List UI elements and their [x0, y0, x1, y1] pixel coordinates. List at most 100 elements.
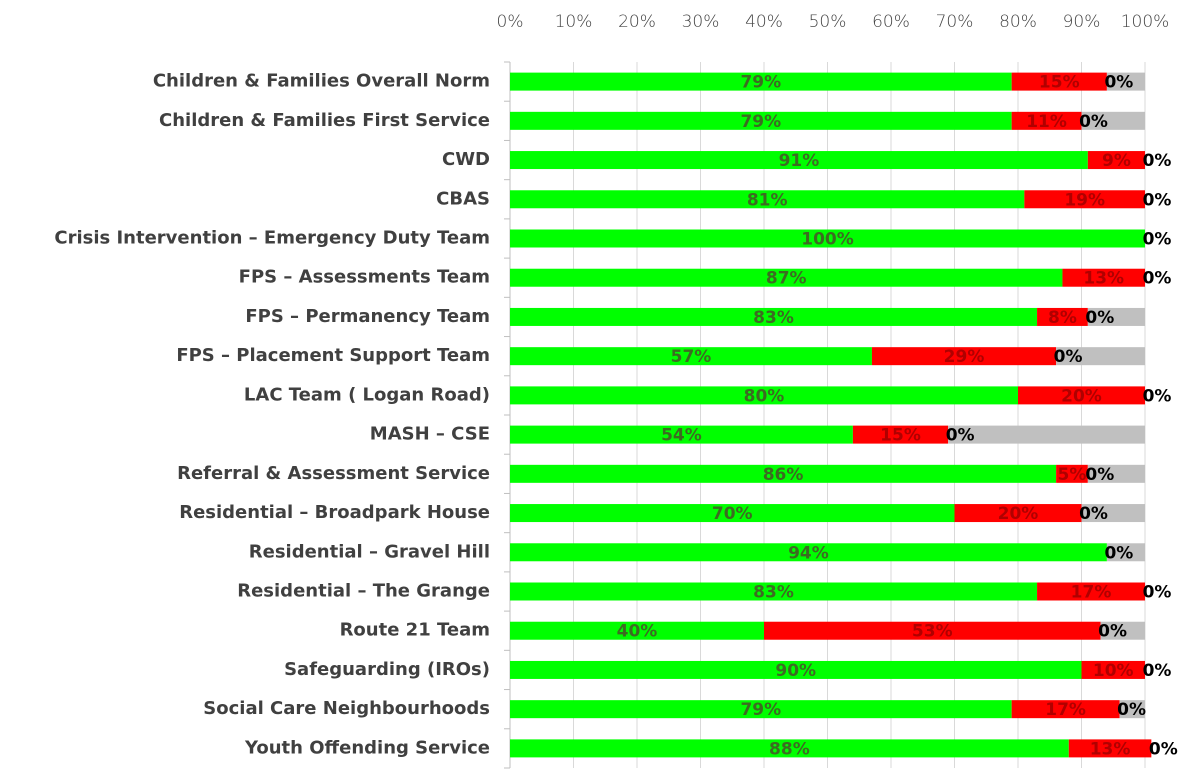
- data-label: 13%: [1090, 739, 1131, 759]
- data-label: 0%: [1079, 504, 1108, 524]
- bar-segment: [1087, 307, 1145, 326]
- bar-segment: [1011, 111, 1082, 130]
- category-label: Crisis Intervention – Emergency Duty Tea…: [54, 228, 490, 249]
- bar-segment: [1068, 739, 1152, 758]
- data-label: 70%: [712, 504, 753, 524]
- data-label: 17%: [1071, 583, 1112, 603]
- bar-segment: [1081, 660, 1145, 679]
- data-label: 15%: [880, 426, 921, 446]
- bar-segment: [510, 582, 1038, 601]
- category-label: Route 21 Team: [340, 620, 490, 641]
- category-label: Residential – Broadpark House: [179, 502, 490, 523]
- x-tick-label: 30%: [682, 12, 720, 32]
- data-label: 87%: [766, 269, 807, 289]
- data-label: 0%: [1085, 465, 1114, 485]
- x-tick-label: 40%: [745, 12, 783, 32]
- category-label: Residential – The Grange: [237, 581, 490, 602]
- data-label: 0%: [1085, 308, 1114, 328]
- data-label: 13%: [1083, 269, 1124, 289]
- data-label: 0%: [1143, 386, 1172, 406]
- bar-segment: [510, 700, 1012, 719]
- data-label: 0%: [1143, 190, 1172, 210]
- data-label: 79%: [740, 700, 781, 720]
- bar-segment: [764, 621, 1101, 640]
- bar-segment: [1011, 72, 1107, 91]
- bar-segment: [510, 229, 1145, 248]
- data-label: 0%: [1143, 661, 1172, 681]
- x-tick-label: 0%: [497, 12, 524, 32]
- bar-segment: [948, 425, 1145, 444]
- x-tick-label: 10%: [555, 12, 593, 32]
- data-label: 83%: [753, 583, 794, 603]
- category-label: Referral & Assessment Service: [177, 463, 490, 484]
- data-label: 54%: [661, 426, 702, 446]
- data-label: 40%: [617, 622, 658, 642]
- bar-segment: [1037, 582, 1145, 601]
- bar-segment: [510, 739, 1069, 758]
- data-label: 9%: [1102, 151, 1131, 171]
- x-tick-label: 80%: [999, 12, 1037, 32]
- bar-segment: [510, 660, 1082, 679]
- data-label: 79%: [740, 112, 781, 132]
- data-label: 0%: [946, 426, 975, 446]
- category-label: FPS – Assessments Team: [239, 267, 490, 288]
- bar-segment: [510, 190, 1025, 209]
- data-label: 0%: [1143, 269, 1172, 289]
- data-label: 20%: [998, 504, 1039, 524]
- data-label: 0%: [1054, 347, 1083, 367]
- data-label: 11%: [1026, 112, 1067, 132]
- bar-segment: [871, 347, 1057, 366]
- category-label: LAC Team ( Logan Road): [244, 384, 490, 405]
- bar-segment: [1056, 464, 1088, 483]
- data-label: 0%: [1104, 73, 1133, 93]
- x-tick-label: 50%: [809, 12, 847, 32]
- data-label: 100%: [801, 230, 854, 250]
- data-label: 88%: [769, 739, 810, 759]
- category-label: FPS – Permanency Team: [245, 306, 490, 327]
- bar-segment: [510, 621, 764, 640]
- bar-segment: [1100, 621, 1145, 640]
- data-label: 8%: [1048, 308, 1077, 328]
- x-tick-label: 100%: [1121, 12, 1170, 32]
- bar-segment: [1106, 543, 1145, 562]
- data-label: 0%: [1117, 700, 1146, 720]
- data-label: 90%: [775, 661, 816, 681]
- data-label: 80%: [744, 386, 785, 406]
- bar-segment: [1119, 700, 1145, 719]
- category-label: Youth Offending Service: [244, 737, 490, 758]
- data-label: 0%: [1143, 583, 1172, 603]
- bar-segment: [1087, 464, 1145, 483]
- category-label: FPS – Placement Support Team: [176, 345, 490, 366]
- data-label: 15%: [1039, 73, 1080, 93]
- bar-segment: [1081, 504, 1145, 523]
- data-label: 10%: [1093, 661, 1134, 681]
- bar-segment: [510, 464, 1057, 483]
- x-tick-label: 20%: [618, 12, 656, 32]
- bar-segment: [510, 425, 853, 444]
- bar-segment: [1106, 72, 1145, 91]
- data-label: 19%: [1064, 190, 1105, 210]
- data-label: 57%: [671, 347, 712, 367]
- data-label: 91%: [779, 151, 820, 171]
- category-label: Social Care Neighbourhoods: [203, 698, 490, 719]
- category-label: Safeguarding (IROs): [284, 659, 490, 680]
- bar-segment: [1056, 347, 1145, 366]
- data-label: 0%: [1098, 622, 1127, 642]
- x-tick-label: 70%: [936, 12, 974, 32]
- category-label: CWD: [442, 149, 490, 170]
- bar-segment: [1024, 190, 1145, 209]
- category-label: Residential – Gravel Hill: [249, 541, 490, 562]
- data-label: 0%: [1143, 230, 1172, 250]
- bar-segment: [1081, 111, 1145, 130]
- bar-segment: [510, 307, 1038, 326]
- data-label: 53%: [912, 622, 953, 642]
- bar-segment: [510, 151, 1088, 170]
- bar-segment: [852, 425, 949, 444]
- bar-segment: [1037, 307, 1088, 326]
- bar-segment: [1011, 700, 1120, 719]
- data-label: 0%: [1143, 151, 1172, 171]
- bar-segment: [510, 504, 955, 523]
- category-label: MASH – CSE: [370, 424, 490, 445]
- data-label: 0%: [1149, 739, 1178, 759]
